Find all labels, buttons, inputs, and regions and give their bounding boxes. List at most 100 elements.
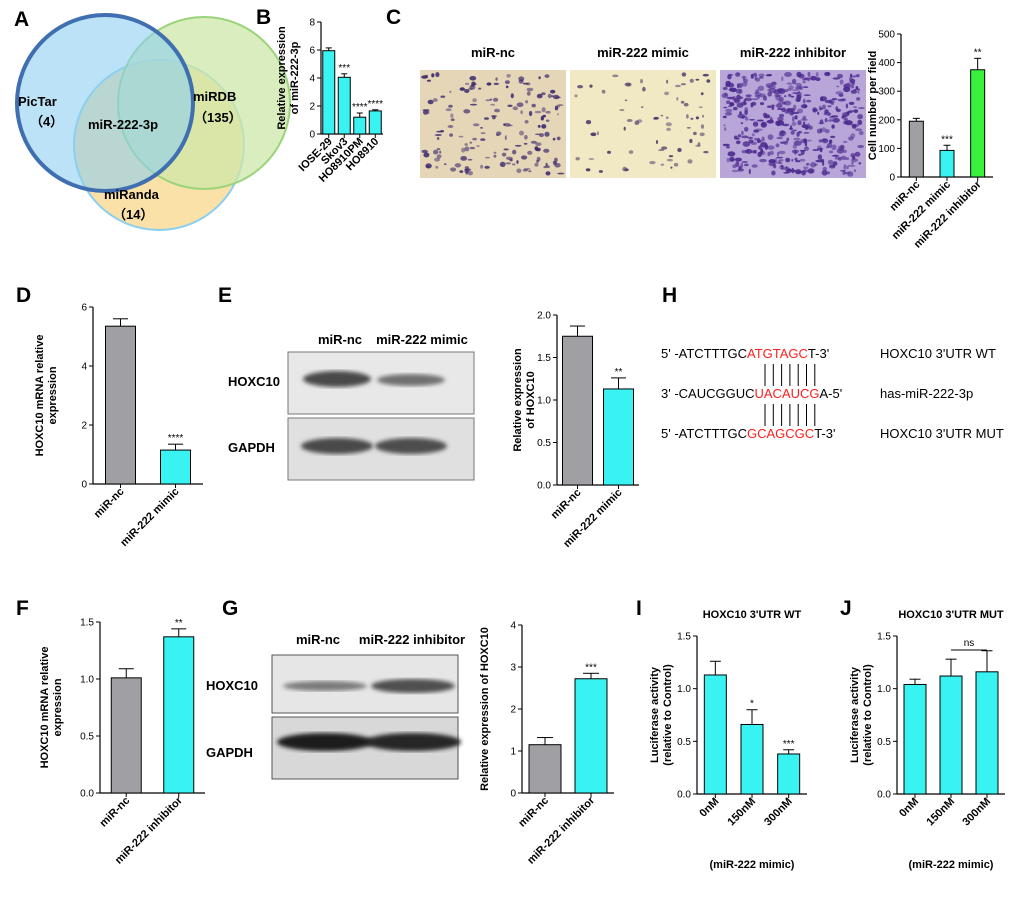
western-blot-g: miR-nc miR-222 inhibitor HOXC10 GAPDH — [206, 632, 465, 780]
cell-dot — [469, 141, 473, 144]
cell-dot — [493, 154, 497, 158]
cell-dot — [721, 93, 729, 99]
cell-dot — [749, 119, 756, 121]
cell-dot — [803, 166, 809, 170]
cell-dot — [493, 151, 497, 154]
cell-dot — [759, 76, 764, 79]
cell-dot — [496, 133, 500, 136]
cell-dot — [775, 143, 780, 148]
cell-dot — [768, 87, 777, 94]
cell-dot — [736, 94, 741, 100]
cell-dot — [464, 146, 470, 152]
cell-dot — [541, 107, 546, 113]
y-tick-label: 0 — [309, 130, 315, 141]
cell-dot — [454, 163, 462, 168]
venn-label-mirdb: miRDB — [193, 89, 236, 104]
seq-seed-highlight: GCAGCGC — [747, 426, 814, 441]
cell-dot — [484, 165, 490, 169]
cell-dot — [786, 82, 793, 85]
cell-dot — [806, 163, 810, 166]
cell-dot — [674, 84, 681, 88]
cell-dot — [778, 130, 787, 137]
cell-dot — [741, 135, 749, 139]
cell-dot — [597, 131, 599, 136]
cell-dot — [722, 143, 730, 147]
cell-dot — [514, 144, 522, 147]
cell-dot — [544, 131, 550, 137]
cell-dot — [589, 84, 593, 88]
cell-dot — [830, 115, 839, 118]
cell-dot — [472, 98, 477, 103]
y-axis-label-line: expression — [52, 678, 64, 736]
cell-dot — [776, 151, 780, 157]
y-tick-label: 300 — [878, 87, 895, 98]
seq-right: T-3' — [808, 346, 829, 361]
cell-dot — [523, 168, 531, 170]
cell-dot — [443, 163, 447, 166]
cell-dot — [786, 137, 790, 142]
cell-dot — [779, 133, 784, 136]
cell-dot — [427, 99, 434, 105]
band-e-hoxc10-nc — [303, 371, 371, 387]
cell-dot — [431, 73, 435, 78]
cell-dot — [703, 150, 709, 154]
cell-dot — [695, 116, 700, 120]
cell-dot — [656, 140, 658, 144]
cell-dot — [733, 135, 738, 140]
cell-dot — [495, 77, 498, 81]
band-e-gapdh-mimic — [375, 438, 447, 454]
cell-dot — [771, 81, 777, 86]
cell-dot — [478, 87, 482, 90]
bar — [939, 149, 955, 178]
cell-dot — [510, 93, 514, 99]
cell-dot — [512, 149, 517, 155]
cell-dot — [802, 81, 806, 84]
cell-dot — [767, 73, 772, 76]
cell-dot — [534, 133, 542, 136]
cell-dot — [640, 79, 643, 84]
cell-dot — [812, 149, 819, 151]
cell-dot — [750, 73, 754, 79]
cell-dot — [792, 89, 799, 91]
seq-label-2: has-miR-222-3p — [880, 386, 973, 401]
cell-dot — [803, 121, 806, 126]
cell-dot — [797, 120, 802, 126]
cell-dot — [524, 135, 528, 140]
y-tick-label: 4 — [81, 362, 87, 373]
y-tick-label: 200 — [878, 115, 895, 126]
cell-dot — [661, 146, 668, 150]
cell-dot — [843, 164, 847, 170]
cell-dot — [619, 109, 625, 111]
y-tick-label: 8 — [309, 18, 315, 29]
y-tick-label: 4 — [510, 621, 516, 632]
cell-dot — [459, 87, 465, 91]
y-axis-label-line: Cell number per field — [867, 51, 879, 160]
cell-dot — [543, 148, 550, 153]
bar — [105, 325, 136, 485]
cell-dot — [516, 102, 524, 107]
y-tick-label: 1.5 — [877, 632, 891, 643]
cell-dot — [450, 167, 457, 172]
cell-dot — [831, 98, 838, 101]
cell-dot — [426, 165, 430, 168]
y-tick-label: 2 — [510, 705, 516, 716]
significance-label: *** — [783, 739, 795, 750]
chart-g: 0 1 2 3 4 Relative expression of HOXC10 miR-nc… — [479, 621, 614, 867]
cell-dot — [818, 139, 823, 143]
cell-dot — [469, 146, 475, 150]
cell-dot — [818, 121, 825, 125]
cell-dot — [821, 127, 827, 133]
cell-dot — [805, 139, 812, 142]
cell-dot — [741, 130, 744, 136]
band-g-hoxc10-inhibitor — [371, 679, 455, 693]
cell-dot — [807, 71, 811, 78]
cell-dot — [767, 145, 775, 150]
band-e-hoxc10-mimic — [377, 374, 445, 386]
cell-dot — [469, 103, 478, 106]
cell-dot — [794, 149, 797, 155]
cell-dot — [820, 96, 824, 102]
venn-circle-pictar — [15, 13, 195, 193]
significance-label: ** — [615, 367, 623, 378]
cell-dot — [815, 77, 821, 82]
bar — [908, 120, 924, 178]
